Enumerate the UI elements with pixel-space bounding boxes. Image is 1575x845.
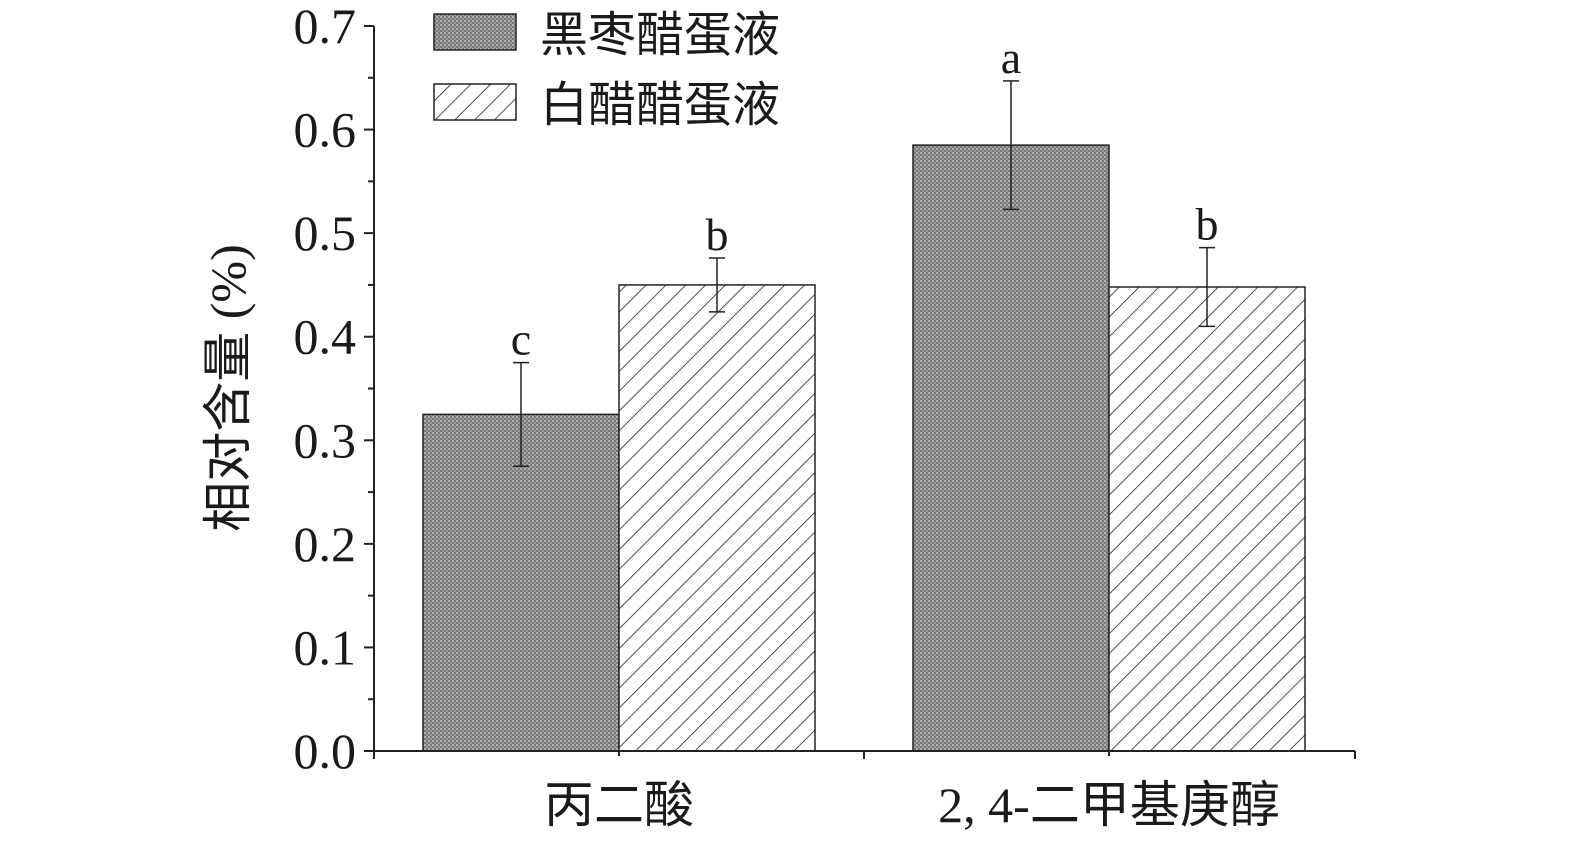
legend-swatch-white-vinegar bbox=[433, 83, 517, 121]
significance-label-1-0: b bbox=[706, 209, 729, 260]
y-tick-label-6: 0.6 bbox=[294, 102, 357, 158]
axes-layer: 丙二酸 2, 4-二甲基庚醇 0.0 0.1 0.2 0.3 0.4 0.5 0.6 0.7 bbox=[294, 0, 1356, 833]
bars-layer: c b a b bbox=[422, 32, 1306, 752]
x-category-label-1: 2, 4-二甲基庚醇 bbox=[938, 777, 1280, 833]
legend-label-dark-jujube: 黑枣醋蛋液 bbox=[540, 9, 780, 62]
y-axis-title: 相对含量 (%) bbox=[200, 244, 256, 531]
bar-dark-jujube-1 bbox=[912, 144, 1110, 752]
y-tick-label-2: 0.2 bbox=[294, 516, 357, 572]
y-tick-label-5: 0.5 bbox=[294, 205, 357, 261]
significance-label-1-1: b bbox=[1196, 199, 1219, 250]
y-tick-label-1: 0.1 bbox=[294, 619, 357, 675]
significance-label-0-1: a bbox=[1001, 32, 1021, 83]
y-tick-label-0: 0.0 bbox=[294, 723, 357, 779]
legend-label-white-vinegar: 白醋醋蛋液 bbox=[540, 79, 780, 132]
bar-dark-jujube-0 bbox=[422, 413, 620, 752]
legend: 黑枣醋蛋液 白醋醋蛋液 bbox=[433, 9, 780, 132]
bar-white-vinegar-1 bbox=[1108, 286, 1306, 752]
bar-white-vinegar-0 bbox=[618, 284, 816, 752]
y-tick-label-7: 0.7 bbox=[294, 0, 357, 54]
y-tick-label-3: 0.3 bbox=[294, 412, 357, 468]
legend-swatch-dark-jujube bbox=[433, 13, 517, 51]
significance-label-0-0: c bbox=[511, 314, 531, 365]
x-category-label-0: 丙二酸 bbox=[544, 777, 694, 833]
y-tick-label-4: 0.4 bbox=[294, 309, 357, 365]
